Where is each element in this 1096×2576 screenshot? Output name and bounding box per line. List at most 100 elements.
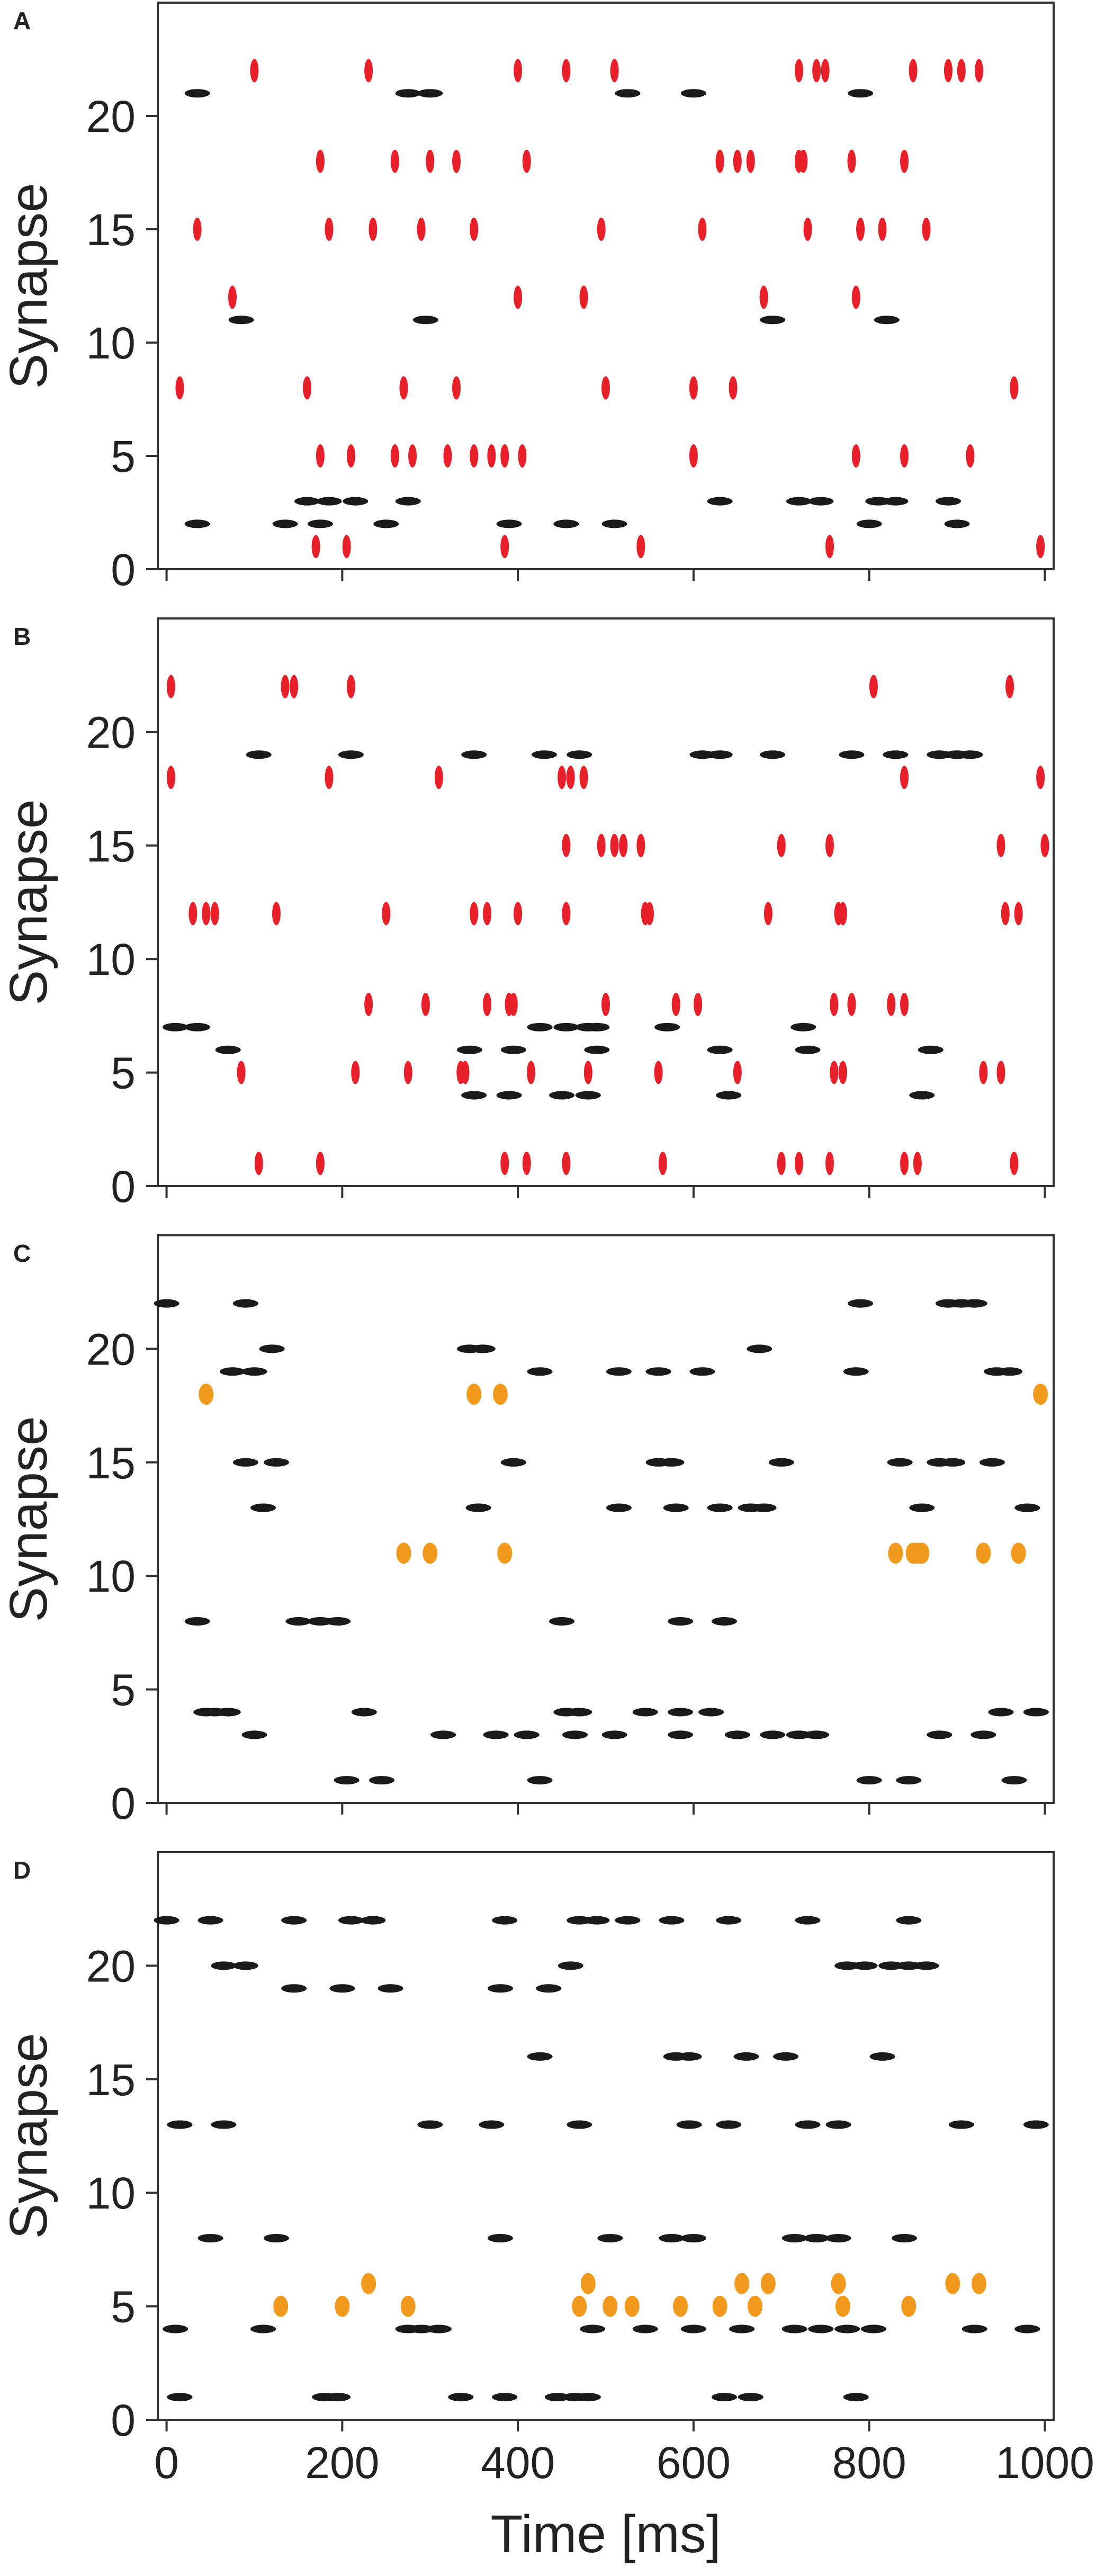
spike-black xyxy=(856,519,882,528)
y-tick-label: 20 xyxy=(86,1941,136,1991)
spike-black xyxy=(483,1730,509,1739)
spike-red xyxy=(562,902,571,926)
spike-orange xyxy=(580,2273,596,2294)
spike-black xyxy=(549,1617,575,1626)
spike-black xyxy=(988,1708,1014,1717)
spike-black xyxy=(860,2324,886,2333)
spike-black xyxy=(281,1984,307,1993)
spike-red xyxy=(1040,833,1049,857)
spike-orange xyxy=(1033,1384,1048,1405)
spike-orange xyxy=(901,2295,917,2317)
spike-black xyxy=(417,2120,443,2129)
spike-red xyxy=(250,59,259,83)
spike-black xyxy=(163,1022,188,1031)
spike-red xyxy=(522,149,531,173)
spike-orange xyxy=(888,1542,903,1564)
spike-black xyxy=(781,2324,807,2333)
spike-black xyxy=(1001,1776,1027,1785)
spike-black xyxy=(971,1730,996,1739)
spike-red xyxy=(514,285,523,309)
spike-red xyxy=(746,149,755,173)
spike-black xyxy=(689,750,715,759)
spike-red xyxy=(689,444,698,468)
spike-red xyxy=(500,444,509,468)
spike-black xyxy=(878,1961,904,1970)
spike-red xyxy=(228,285,237,309)
y-tick-label: 15 xyxy=(86,1438,136,1488)
spike-black xyxy=(412,316,438,325)
spike-red xyxy=(443,444,452,468)
spike-red xyxy=(777,833,786,857)
spike-red xyxy=(470,218,479,241)
spike-red xyxy=(382,902,391,926)
spike-black xyxy=(786,1730,812,1739)
spike-black xyxy=(514,1730,540,1739)
spike-black xyxy=(979,1458,1005,1467)
y-tick-label: 0 xyxy=(111,1779,136,1828)
spike-red xyxy=(878,218,887,241)
series-black xyxy=(163,750,983,1100)
spike-black xyxy=(479,2120,505,2129)
spike-red xyxy=(812,59,821,83)
y-tick-label: 15 xyxy=(86,205,136,255)
spike-black xyxy=(808,497,834,506)
spike-black xyxy=(584,1916,610,1925)
spike-orange xyxy=(497,1542,513,1564)
spike-red xyxy=(1036,535,1045,559)
spike-black xyxy=(1014,2324,1040,2333)
spike-red xyxy=(417,218,426,241)
spike-orange xyxy=(361,2273,376,2294)
series-black xyxy=(154,1916,1049,2402)
spike-black xyxy=(184,1022,210,1031)
spike-red xyxy=(311,535,320,559)
spike-red xyxy=(202,902,211,926)
spike-red xyxy=(188,902,197,926)
spike-red xyxy=(166,675,175,698)
spike-black xyxy=(668,1708,693,1717)
spike-black xyxy=(167,2393,193,2402)
spike-black xyxy=(760,750,786,759)
spike-red xyxy=(830,1061,839,1084)
spike-black xyxy=(948,2120,974,2129)
spike-black xyxy=(839,750,865,759)
spike-red xyxy=(562,59,571,83)
series-black xyxy=(154,1299,1049,1785)
spike-black xyxy=(558,1961,583,1970)
spike-black xyxy=(659,1916,685,1925)
spike-black xyxy=(154,1916,179,1925)
spike-red xyxy=(426,149,435,173)
y-axis-title: Synapse xyxy=(0,799,58,1005)
spike-black xyxy=(645,1367,671,1376)
spike-red xyxy=(281,675,290,698)
y-tick-label: 10 xyxy=(86,1551,136,1601)
spike-black xyxy=(773,2052,799,2061)
spike-red xyxy=(500,535,509,559)
spike-red xyxy=(325,218,334,241)
spike-black xyxy=(874,316,900,325)
spike-black xyxy=(325,1617,351,1626)
spike-black xyxy=(184,1617,210,1626)
spike-black xyxy=(461,1091,487,1100)
spike-black xyxy=(487,1984,513,1993)
spike-red xyxy=(887,992,896,1016)
spike-black xyxy=(865,497,891,506)
spike-black xyxy=(615,1916,641,1925)
spike-black xyxy=(632,1708,658,1717)
spike-black xyxy=(668,1730,693,1739)
spike-red xyxy=(272,902,281,926)
spike-black xyxy=(294,497,320,506)
spike-black xyxy=(935,497,961,506)
spike-black xyxy=(760,316,786,325)
y-tick-label: 0 xyxy=(111,1162,136,1211)
spike-black xyxy=(215,1045,241,1054)
panel-c: C 0 5 10 15 20 Synapse xyxy=(0,1234,1055,1828)
spike-black xyxy=(338,750,364,759)
spike-black xyxy=(544,2393,570,2402)
spike-black xyxy=(285,1617,311,1626)
spike-red xyxy=(364,992,373,1016)
spike-black xyxy=(373,519,399,528)
spike-black xyxy=(241,1367,267,1376)
spike-black xyxy=(197,1916,223,1925)
spike-orange xyxy=(273,2295,289,2317)
spike-black xyxy=(804,2233,830,2242)
